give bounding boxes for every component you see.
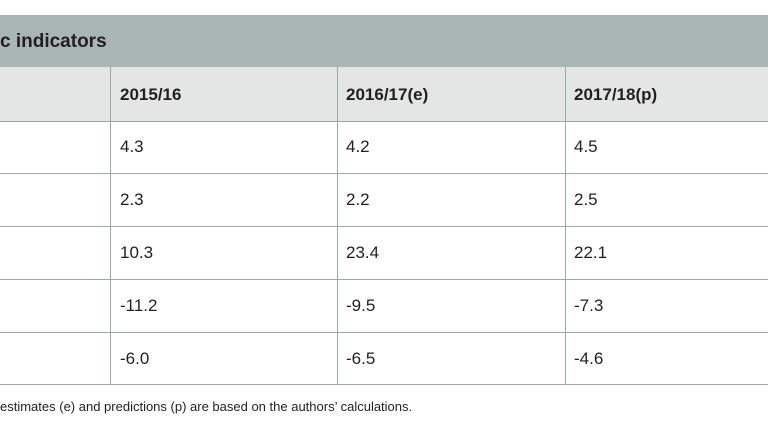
column-header-2016-17e: 2016/17(e) (346, 85, 429, 104)
row-divider (0, 173, 768, 174)
table-title: c indicators (0, 31, 107, 52)
row-divider (0, 226, 768, 227)
table-cell: 2.5 (574, 190, 598, 209)
table-cell: 2.3 (120, 190, 144, 209)
table-cell: -6.0 (120, 349, 150, 368)
table-cell: 4.3 (120, 137, 144, 156)
row-divider (0, 121, 768, 122)
table-cell: 2.2 (346, 190, 370, 209)
table-cell: -4.6 (574, 349, 604, 368)
table-cell: 4.2 (346, 137, 370, 156)
column-divider (110, 67, 111, 385)
table-footnote: estimates (e) and predictions (p) are ba… (0, 399, 413, 414)
column-divider (337, 67, 338, 385)
table-cell: -9.5 (346, 296, 376, 315)
table-cell: -7.3 (574, 296, 604, 315)
column-divider (565, 67, 566, 385)
table-bottom-rule (0, 384, 768, 385)
table-cell: -6.5 (346, 349, 376, 368)
table-title-bar: c indicators (0, 15, 768, 67)
column-header-2017-18p: 2017/18(p) (574, 85, 658, 104)
table-cell: 22.1 (574, 243, 608, 262)
row-divider (0, 279, 768, 280)
row-divider (0, 332, 768, 333)
table-cell: 23.4 (346, 243, 380, 262)
table-cell: -11.2 (120, 296, 158, 315)
column-header-2015-16: 2015/16 (120, 85, 182, 104)
table-cell: 10.3 (120, 243, 154, 262)
table-cell: 4.5 (574, 137, 598, 156)
table-header-row (0, 67, 768, 121)
